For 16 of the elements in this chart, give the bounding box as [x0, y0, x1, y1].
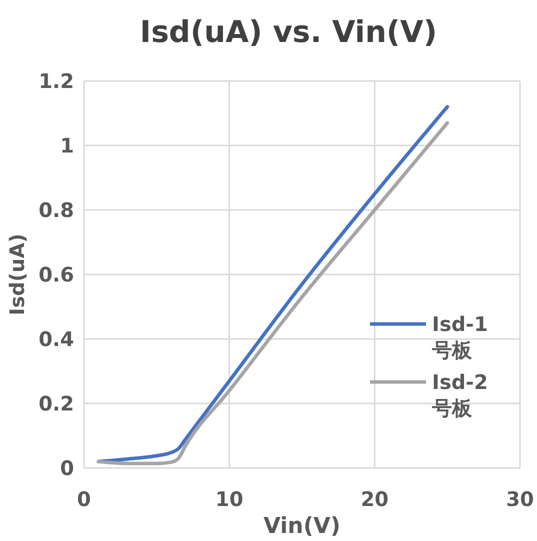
y-tick-label: 0.6 — [38, 262, 74, 286]
x-tick-label: 0 — [77, 487, 91, 511]
y-tick-label: 1.2 — [38, 69, 74, 93]
x-tick-label: 10 — [215, 487, 244, 511]
y-tick-label: 0.4 — [38, 327, 74, 351]
x-tick-label: 20 — [360, 487, 389, 511]
y-axis-title: Isd(uA) — [5, 234, 29, 316]
y-tick-label: 0.8 — [38, 198, 74, 222]
x-axis-title: Vin(V) — [264, 514, 340, 539]
y-tick-label: 0 — [60, 456, 74, 480]
legend-label: Isd-1号板 — [431, 312, 488, 362]
y-tick-label: 0.2 — [38, 392, 74, 416]
y-tick-label: 1 — [60, 134, 74, 158]
x-tick-label: 30 — [506, 487, 534, 511]
legend-label: Isd-2号板 — [431, 370, 488, 420]
chart-title: Isd(uA) vs. Vin(V) — [140, 15, 438, 50]
